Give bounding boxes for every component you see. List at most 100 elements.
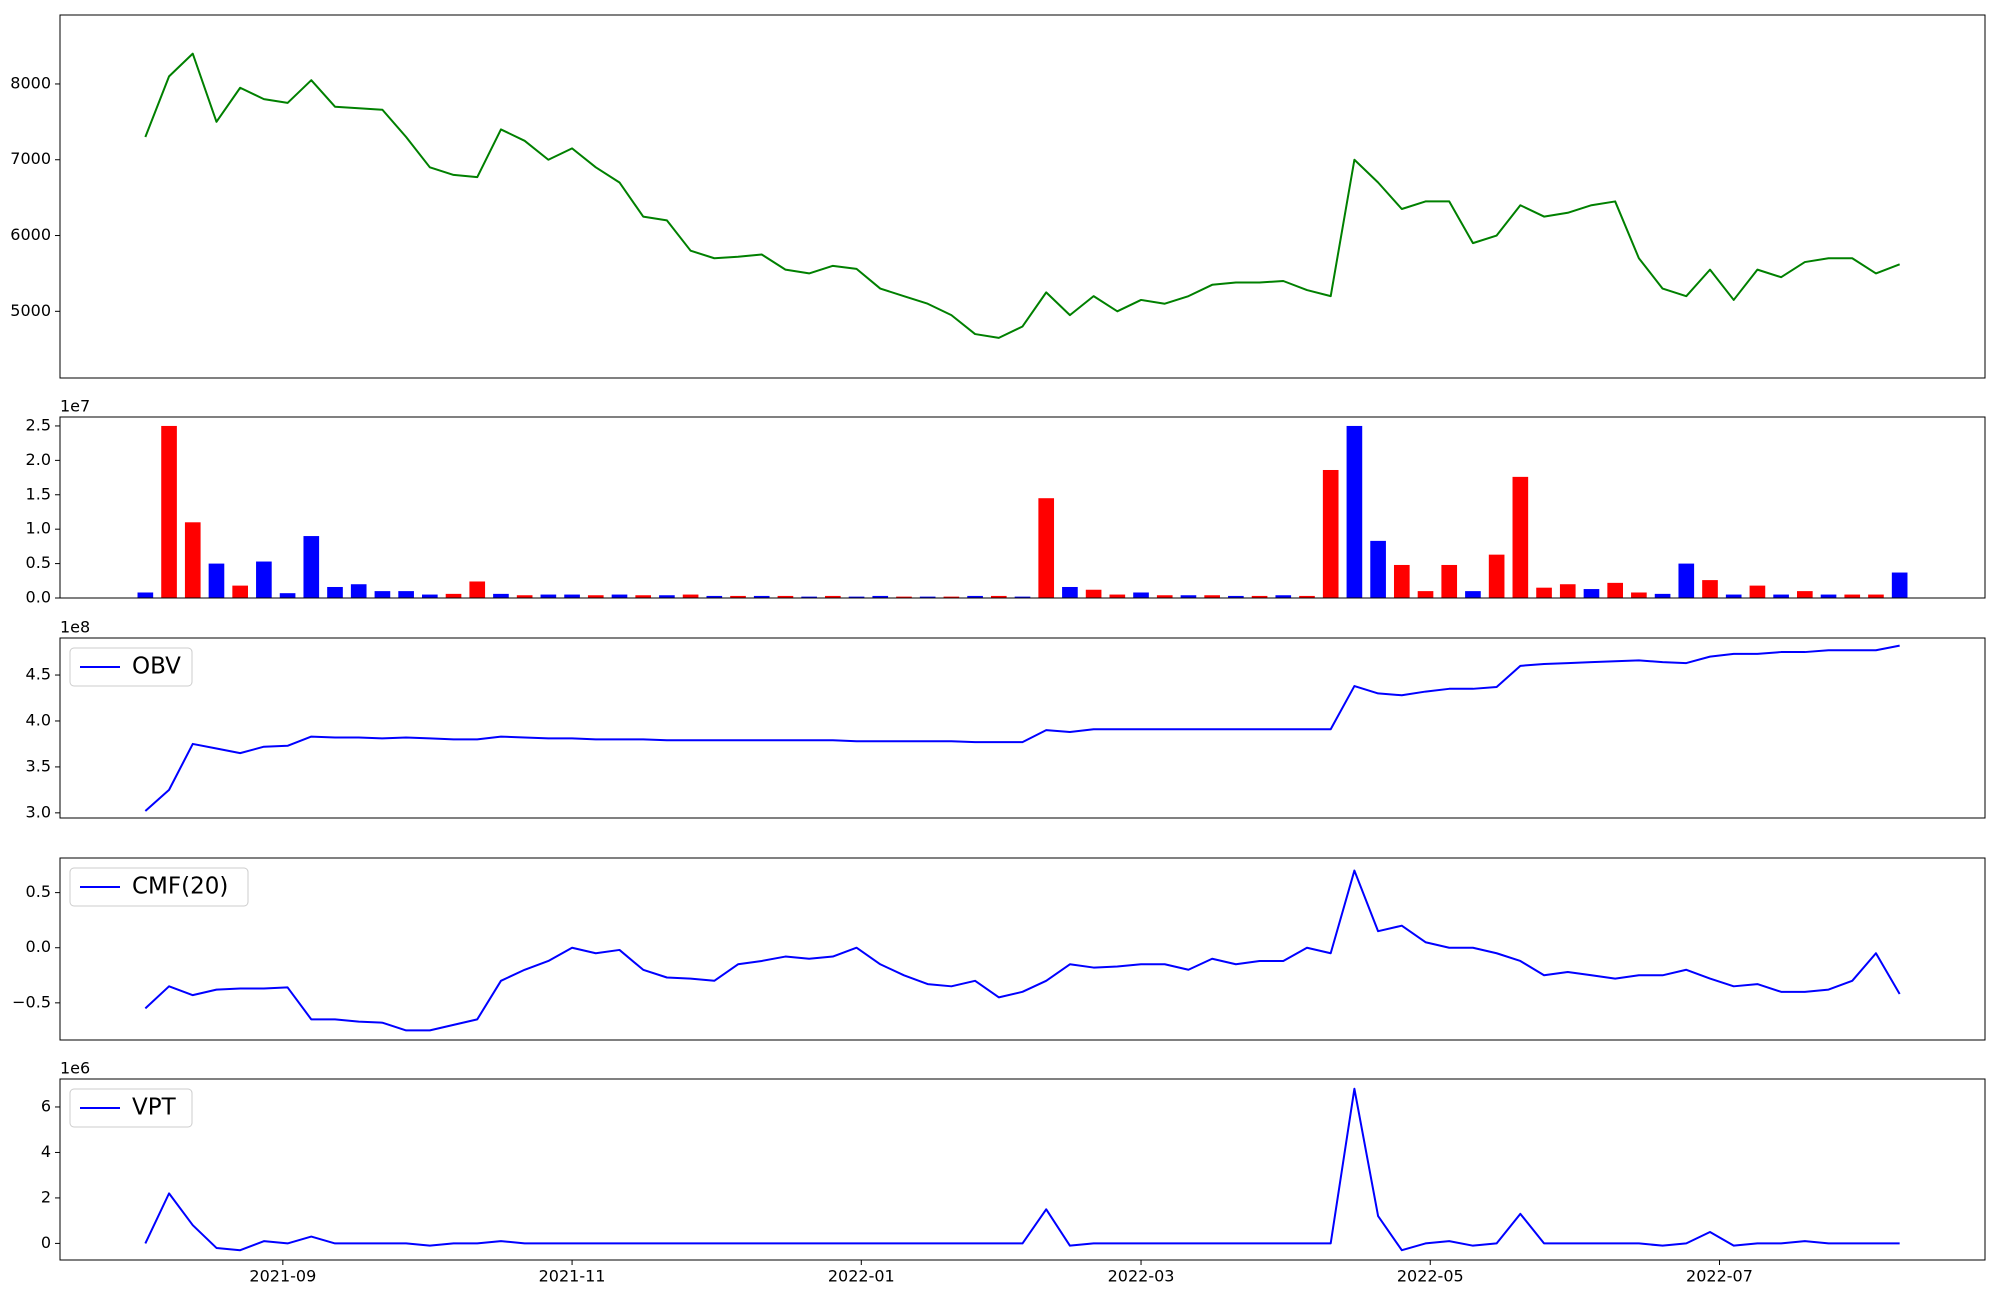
bar: [1370, 540, 1386, 598]
bar: [1749, 585, 1766, 598]
bar: [1725, 594, 1742, 598]
bar: [872, 595, 889, 598]
bar: [848, 596, 865, 598]
legend-box: [69, 1088, 193, 1128]
bar: [1038, 498, 1055, 598]
x-tick-label: 2022-05: [1397, 1267, 1464, 1286]
bar: [1228, 595, 1244, 598]
x-tick-label: 2022-03: [1108, 1267, 1175, 1286]
axes-frame: [59, 637, 1986, 819]
axes-frame: [59, 857, 1986, 1041]
bar: [1536, 587, 1552, 598]
bar: [706, 595, 723, 598]
bar: [445, 593, 462, 598]
bar: [327, 586, 343, 598]
legend-label: VPT: [132, 1095, 177, 1121]
bar: [896, 596, 912, 598]
bar: [1607, 582, 1623, 598]
y-tick-label: 1.5: [26, 484, 51, 503]
y-tick-label: 5000: [10, 301, 51, 320]
bar: [1346, 425, 1363, 598]
bar: [682, 594, 699, 598]
bar: [587, 595, 604, 598]
bar: [967, 595, 983, 598]
bar: [350, 584, 367, 598]
bar: [1062, 586, 1078, 598]
y-tick-label: 3.0: [26, 802, 51, 821]
y-tick-label: 3.5: [26, 756, 51, 775]
bar: [1275, 595, 1292, 598]
bar: [1678, 563, 1695, 598]
y-tick-label: 0.0: [26, 588, 51, 607]
bar: [1631, 592, 1647, 598]
bar: [564, 594, 580, 598]
bar: [659, 595, 675, 598]
bar: [303, 536, 320, 598]
y-tick-label: 8000: [10, 73, 51, 92]
bar: [1583, 589, 1600, 598]
bar: [540, 594, 557, 598]
legend-box: [69, 647, 193, 687]
bar: [1441, 564, 1458, 598]
bar: [919, 596, 936, 598]
bar: [493, 593, 509, 598]
y-tick-label: 0: [41, 1233, 51, 1252]
bar: [469, 581, 486, 598]
bar: [374, 591, 391, 598]
y-tick-label: 7000: [10, 149, 51, 168]
bar: [208, 563, 225, 598]
bar: [161, 425, 177, 598]
bar: [256, 561, 272, 598]
bar: [279, 593, 296, 598]
axes-frame: [59, 14, 1986, 379]
legend-label: OBV: [132, 654, 181, 680]
bar: [1085, 589, 1102, 598]
y-tick-label: 6: [41, 1096, 51, 1115]
bar: [825, 595, 841, 598]
y-tick-label: 0.5: [26, 882, 51, 901]
bar: [398, 591, 414, 598]
bar: [1559, 584, 1576, 598]
y-tick-label: 2.0: [26, 450, 51, 469]
bar: [1891, 572, 1908, 598]
offset-label: 1e7: [60, 397, 90, 416]
x-tick-label: 2022-07: [1686, 1267, 1753, 1286]
bar: [1322, 469, 1339, 598]
bar: [1156, 595, 1173, 598]
x-tick-label: 2022-01: [828, 1267, 895, 1286]
bar: [1488, 554, 1505, 598]
x-tick-label: 2021-11: [539, 1267, 606, 1286]
bar: [635, 595, 652, 598]
bar: [1204, 595, 1220, 598]
y-tick-label: 0.0: [26, 937, 51, 956]
bar: [1417, 591, 1434, 598]
legend-box: [69, 867, 249, 907]
y-tick-label: 6000: [10, 225, 51, 244]
bar: [1014, 596, 1031, 598]
bar: [730, 595, 746, 598]
line: [144, 869, 1901, 1032]
bar: [1251, 595, 1268, 598]
axes-frame: [59, 1078, 1986, 1261]
y-tick-label: 4.0: [26, 710, 51, 729]
y-tick-label: 2.5: [26, 415, 51, 434]
bar: [422, 594, 438, 598]
bar: [1133, 592, 1149, 598]
bar: [1820, 594, 1837, 598]
bar: [1299, 595, 1315, 598]
y-tick-label: 4.5: [26, 665, 51, 684]
legend-label: CMF(20): [132, 874, 228, 900]
bar: [777, 595, 794, 598]
x-tick-label: 2021-09: [249, 1267, 316, 1286]
bar: [1797, 591, 1813, 598]
bar: [801, 596, 817, 598]
bar: [1654, 593, 1671, 598]
y-tick-label: −0.5: [12, 992, 51, 1011]
bar: [943, 596, 960, 598]
bar: [232, 585, 248, 598]
bar: [1844, 594, 1861, 598]
line: [144, 1087, 1900, 1252]
axes-frame: [59, 416, 1986, 599]
offset-label: 1e6: [60, 1059, 90, 1078]
